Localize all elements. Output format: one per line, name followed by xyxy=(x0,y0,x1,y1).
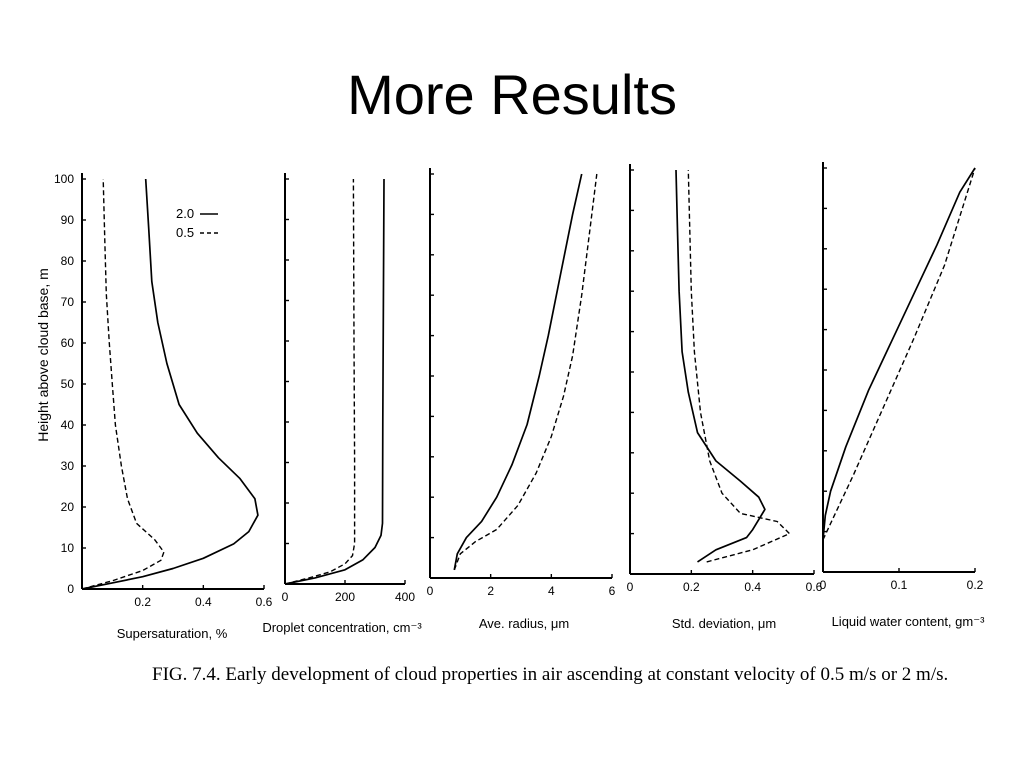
x-tick-label: 0.4 xyxy=(195,595,212,609)
y-tick-label: 60 xyxy=(61,336,75,350)
x-tick-label: 2 xyxy=(487,584,494,598)
x-axis-label-supersaturation: Supersaturation, % xyxy=(117,626,228,641)
y-tick-label: 10 xyxy=(61,541,75,555)
series-line-dashed xyxy=(687,169,791,563)
y-tick-label: 70 xyxy=(61,295,75,309)
x-tick-label: 0 xyxy=(427,584,434,598)
x-tick-label: 0.2 xyxy=(967,578,984,592)
y-tick-label: 80 xyxy=(61,254,75,268)
x-tick-label: 6 xyxy=(609,584,616,598)
y-axis-label: Height above cloud base, m xyxy=(35,268,51,442)
series-line-solid xyxy=(822,167,976,540)
x-tick-label: 0.1 xyxy=(891,578,908,592)
slide-title: More Results xyxy=(347,63,677,126)
legend-label-dashed: 0.5 xyxy=(176,225,194,240)
y-tick-label: 0 xyxy=(67,582,74,596)
panel-droplet-concentration: 0 200 400 Droplet concentration, cm⁻³ xyxy=(262,173,422,635)
panel-liquid-water-content: 0 0.1 0.2 Liquid water content, gm⁻³ xyxy=(820,162,985,629)
x-axis-label-liquid-water-content: Liquid water content, gm⁻³ xyxy=(832,614,985,629)
series-line-dashed xyxy=(284,178,356,585)
x-tick-label: 400 xyxy=(395,590,415,604)
series-line-dashed xyxy=(822,167,976,540)
panel-ave-radius: 0 2 4 6 Ave. radius, μm xyxy=(427,168,616,631)
legend-label-solid: 2.0 xyxy=(176,206,194,221)
x-tick-label: 0 xyxy=(627,580,634,594)
x-axis-label-std-deviation: Std. deviation, μm xyxy=(672,616,776,631)
y-tick-label: 50 xyxy=(61,377,75,391)
series-line-solid xyxy=(453,173,583,571)
series-line-dashed xyxy=(453,173,598,571)
series-line-solid xyxy=(81,178,259,590)
x-tick-label: 200 xyxy=(335,590,355,604)
series-line-solid xyxy=(675,169,766,563)
x-tick-label: 4 xyxy=(548,584,555,598)
x-tick-label: 0 xyxy=(820,578,827,592)
x-tick-label: 0.6 xyxy=(256,595,273,609)
y-tick-label: 20 xyxy=(61,500,75,514)
series-line-dashed xyxy=(81,178,165,590)
x-tick-label: 0.2 xyxy=(134,595,151,609)
x-axis-label-droplet-concentration: Droplet concentration, cm⁻³ xyxy=(262,620,422,635)
x-tick-label: 0 xyxy=(282,590,289,604)
panel-supersaturation: 0 10 20 30 40 50 60 70 80 90 100 0.2 0.4 0.6 Supersatu… xyxy=(54,172,273,641)
y-tick-label: 40 xyxy=(61,418,75,432)
x-tick-label: 0.4 xyxy=(744,580,761,594)
y-tick-label: 30 xyxy=(61,459,75,473)
panel-std-deviation: 0 0.2 0.4 0.6 Std. deviation, μm xyxy=(627,164,823,631)
x-tick-label: 0.2 xyxy=(683,580,700,594)
x-axis-label-ave-radius: Ave. radius, μm xyxy=(479,616,569,631)
x-tick-label: 0.6 xyxy=(806,580,823,594)
y-tick-label: 100 xyxy=(54,172,74,186)
y-tick-label: 90 xyxy=(61,213,75,227)
legend: 2.0 0.5 xyxy=(176,206,218,240)
series-line-solid xyxy=(284,178,385,585)
figure-caption: FIG. 7.4. Early development of cloud pro… xyxy=(152,664,949,685)
